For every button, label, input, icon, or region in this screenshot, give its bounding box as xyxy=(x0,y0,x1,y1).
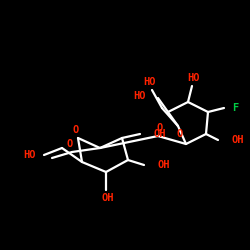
Text: O: O xyxy=(73,125,79,135)
Text: OH: OH xyxy=(158,160,170,170)
Text: OH: OH xyxy=(232,135,244,145)
Text: O: O xyxy=(177,129,183,139)
Text: OH: OH xyxy=(102,193,114,203)
Text: HO: HO xyxy=(24,150,36,160)
Text: HO: HO xyxy=(144,77,156,87)
Text: O: O xyxy=(157,123,163,133)
Text: F: F xyxy=(232,103,238,113)
Text: HO: HO xyxy=(134,91,146,101)
Text: OH: OH xyxy=(154,129,166,139)
Text: HO: HO xyxy=(188,73,200,83)
Text: O: O xyxy=(67,139,73,149)
